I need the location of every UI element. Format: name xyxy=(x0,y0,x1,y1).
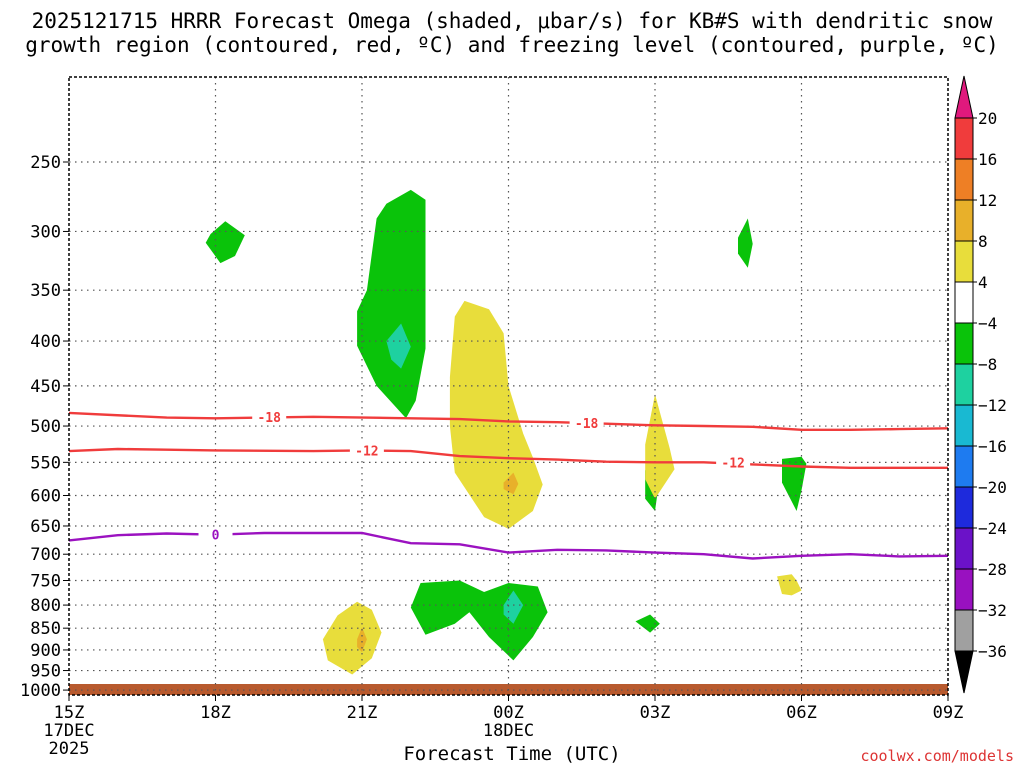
colorbar-swatch-11 xyxy=(954,568,974,611)
y-tick-label-400: 400 xyxy=(30,332,61,352)
y-tick-label-550: 550 xyxy=(30,453,61,473)
y-tick-label-950: 950 xyxy=(30,662,61,682)
colorbar-swatch-1 xyxy=(954,158,974,201)
colorbar-label-5: −4 xyxy=(978,314,997,333)
contour-layer: -18 -18 -12 -12 0 xyxy=(68,408,949,560)
contour-label-freezing-level-0: 0 xyxy=(212,529,220,544)
colorbar-label-10: −24 xyxy=(978,519,1007,538)
colorbar-label-11: −28 xyxy=(978,560,1007,579)
omega-region-1 xyxy=(357,189,426,419)
axes-layer: 2503003504004505005506006507007508008509… xyxy=(20,76,964,759)
colorbar-bottom-arrow xyxy=(954,650,974,694)
omega-region-10 xyxy=(410,580,548,661)
omega-region-13 xyxy=(322,601,382,675)
grid-layer xyxy=(69,77,948,695)
colorbar-label-0: 20 xyxy=(978,109,997,128)
chart-title-line-1: 2025121715 HRRR Forecast Omega (shaded, … xyxy=(31,9,993,33)
x-tick-year-15Z: 2025 xyxy=(49,739,90,759)
omega-region-0 xyxy=(205,221,245,264)
omega-region-11 xyxy=(503,590,524,624)
omega-region-12 xyxy=(635,614,660,633)
y-tick-label-700: 700 xyxy=(30,545,61,565)
x-tick-label-00Z: 00Z xyxy=(493,703,524,723)
colorbar-label-9: −20 xyxy=(978,478,1007,497)
x-tick-date-00Z: 18DEC xyxy=(483,721,534,741)
contour-label-bg-dgz-bottom-1 xyxy=(716,454,751,471)
omega-shading-layer xyxy=(69,189,948,695)
colorbar-swatch-9 xyxy=(954,486,974,529)
colorbar: 20 16 12 8 4 −4 −8 −12 −16 −20 −24 −28 −32 −36 xyxy=(954,75,1007,694)
x-tick-label-06Z: 06Z xyxy=(786,703,817,723)
colorbar-swatch-0 xyxy=(954,117,974,160)
contour-label-bg-dgz-bottom-0 xyxy=(349,442,384,459)
omega-region-2 xyxy=(386,323,411,369)
colorbar-label-1: 16 xyxy=(978,150,997,169)
colorbar-swatch-7 xyxy=(954,404,974,447)
colorbar-swatch-6 xyxy=(954,363,974,406)
colorbar-swatch-3 xyxy=(954,240,974,283)
colorbar-swatch-8 xyxy=(954,445,974,488)
colorbar-label-4: 4 xyxy=(978,273,988,292)
credit-text: coolwx.com/models xyxy=(860,747,1014,765)
colorbar-label-6: −8 xyxy=(978,355,997,374)
x-axis-title: Forecast Time (UTC) xyxy=(403,743,621,765)
colorbar-label-12: −32 xyxy=(978,601,1007,620)
y-tick-label-900: 900 xyxy=(30,641,61,661)
chart-title-line-2: growth region (contoured, red, ºC) and f… xyxy=(25,33,999,57)
omega-region-14 xyxy=(357,627,367,653)
colorbar-label-3: 8 xyxy=(978,232,988,251)
y-tick-label-650: 650 xyxy=(30,517,61,537)
colorbar-top-arrow xyxy=(954,75,974,119)
omega-region-4 xyxy=(503,472,519,495)
x-tick-label-15Z: 15Z xyxy=(54,703,85,723)
x-tick-date-15Z: 17DEC xyxy=(43,721,94,741)
y-tick-label-500: 500 xyxy=(30,417,61,437)
colorbar-label-8: −16 xyxy=(978,437,1007,456)
colorbar-label-2: 12 xyxy=(978,191,997,210)
x-tick-label-18Z: 18Z xyxy=(200,703,231,723)
contour-label-bg-freezing-level-0 xyxy=(198,526,233,543)
colorbar-label-7: −12 xyxy=(978,396,1007,415)
colorbar-label-13: −36 xyxy=(978,642,1007,661)
x-tick-label-03Z: 03Z xyxy=(640,703,671,723)
colorbar-swatch-12 xyxy=(954,609,974,652)
omega-region-8 xyxy=(782,456,807,511)
y-tick-label-1000: 1000 xyxy=(20,681,61,701)
y-tick-label-850: 850 xyxy=(30,619,61,639)
omega-region-3 xyxy=(449,300,543,529)
colorbar-swatch-2 xyxy=(954,199,974,242)
contour-label-dgz-bottom-1: -12 xyxy=(721,456,744,471)
y-tick-label-600: 600 xyxy=(30,486,61,506)
x-tick-label-09Z: 09Z xyxy=(933,703,964,723)
contour-dgz-bottom xyxy=(68,447,948,469)
omega-region-7 xyxy=(738,218,753,268)
omega-region-6 xyxy=(645,394,675,499)
y-tick-label-800: 800 xyxy=(30,596,61,616)
colorbar-swatch-10 xyxy=(954,527,974,570)
y-tick-label-350: 350 xyxy=(30,281,61,301)
y-tick-label-250: 250 xyxy=(30,153,61,173)
y-tick-label-450: 450 xyxy=(30,377,61,397)
x-tick-label-21Z: 21Z xyxy=(347,703,378,723)
contour-label-dgz-top-1: -18 xyxy=(575,417,599,432)
contour-label-dgz-top-0: -18 xyxy=(257,411,281,426)
colorbar-swatch-4 xyxy=(954,281,974,324)
y-tick-label-750: 750 xyxy=(30,571,61,591)
colorbar-swatch-5 xyxy=(954,322,974,365)
contour-label-bg-dgz-top-0 xyxy=(252,408,287,425)
contour-label-bg-dgz-top-1 xyxy=(569,414,604,431)
y-tick-label-300: 300 xyxy=(30,222,61,242)
contour-label-dgz-bottom-0: -12 xyxy=(355,444,378,459)
omega-region-9 xyxy=(777,574,802,596)
